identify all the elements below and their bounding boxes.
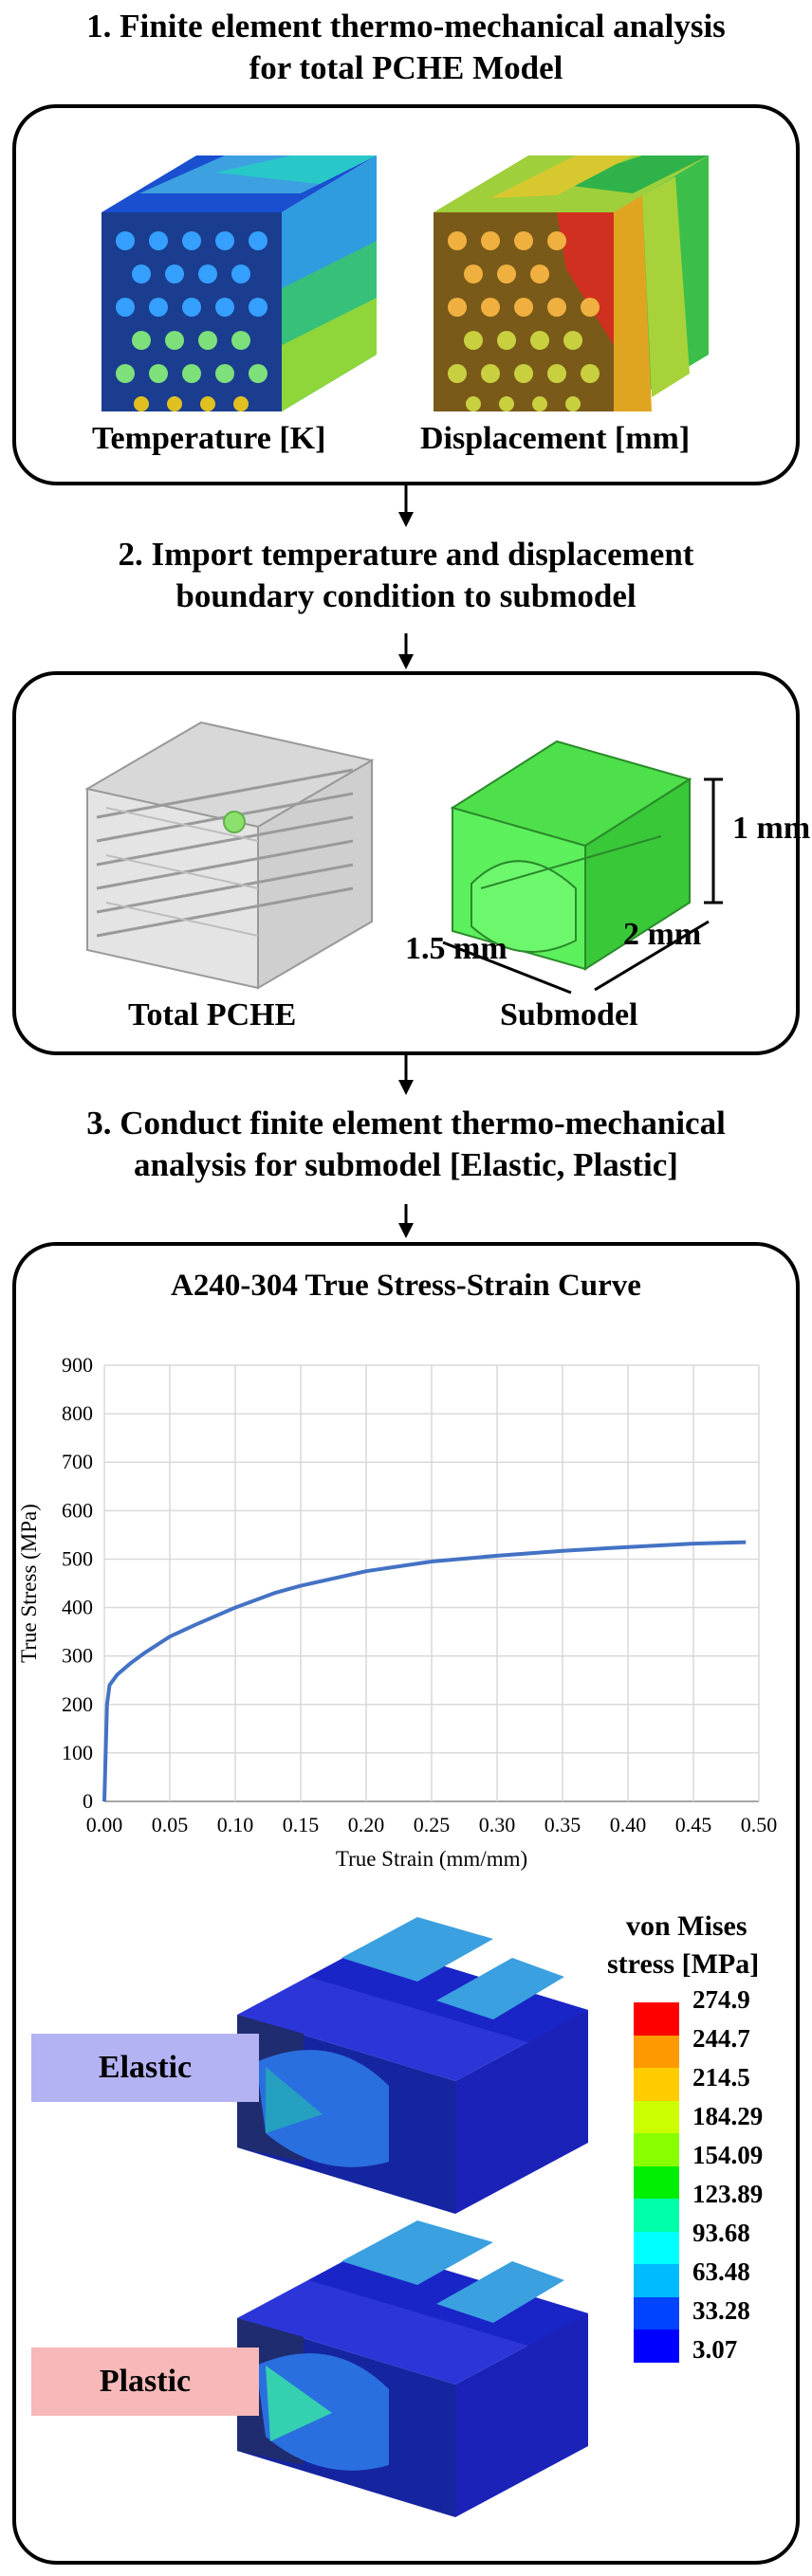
legend-color-swatch (634, 2133, 679, 2167)
y-tick-label: 700 (62, 1450, 93, 1473)
dim-height-label: 1 mm (732, 811, 811, 846)
legend-value-label: 214.5 (692, 2063, 750, 2092)
y-tick-label: 400 (62, 1596, 93, 1619)
dim-depth-label: 2 mm (623, 917, 702, 952)
step2-title-line2: boundary condition to submodel (175, 577, 637, 614)
legend-value-label: 244.7 (692, 2024, 750, 2053)
temperature-label: Temperature [K] (92, 421, 326, 456)
legend-values: 274.9 244.7 214.5 184.29 154.09 123.89 93.68 63… (692, 1985, 806, 2401)
step2-panel: 1 mm 1.5 mm 2 mm Total PCHE Submodel (12, 671, 810, 1055)
x-axis-label: True Strain (mm/mm) (336, 1847, 527, 1871)
x-tick-label: 0.15 (283, 1813, 320, 1836)
temperature-cube-image (102, 155, 377, 411)
legend-value-label: 3.07 (692, 2335, 738, 2364)
total-pche-model-image (84, 721, 375, 990)
legend-color-swatch (634, 2165, 679, 2200)
step1-panel: Temperature [K] Displacement [mm] (12, 104, 800, 485)
legend-color-swatch (634, 2068, 679, 2102)
legend-color-swatch (634, 2296, 679, 2330)
x-tick-label: 0.00 (86, 1813, 123, 1836)
legend-title-line1: von Mises (626, 1910, 747, 1942)
x-tick-label: 0.25 (414, 1813, 451, 1836)
arrow-down-icon (398, 485, 414, 527)
legend-color-swatch (634, 2002, 679, 2037)
stress-strain-series-line (102, 1540, 747, 1802)
step1-title-line2: for total PCHE Model (249, 49, 563, 86)
y-tick-label: 500 (62, 1546, 93, 1570)
y-tick-label: 300 (62, 1644, 93, 1668)
legend-color-swatch (634, 2199, 679, 2233)
step3-title-line2: analysis for submodel [Elastic, Plastic] (134, 1146, 678, 1183)
legend-value-label: 33.28 (692, 2296, 750, 2325)
plastic-badge: Plastic (31, 2348, 259, 2416)
step1-title-line1: 1. Finite element thermo-mechanical anal… (86, 8, 726, 45)
x-tick-label: 0.35 (544, 1813, 581, 1836)
total-pche-label: Total PCHE (128, 997, 297, 1032)
x-tick-label: 0.50 (741, 1813, 778, 1836)
y-tick-label: 600 (62, 1498, 93, 1522)
y-tick-label: 800 (62, 1401, 93, 1425)
legend-value-label: 63.48 (692, 2257, 750, 2286)
y-tick-label: 200 (62, 1692, 93, 1716)
stress-strain-chart: 0 100 200 300 400 500 600 700 800 900 0.00 0.05 0.10… (17, 1353, 778, 1871)
arrow-down-icon (398, 633, 414, 669)
x-tick-label: 0.20 (348, 1813, 385, 1836)
legend-value-label: 123.89 (692, 2180, 764, 2208)
x-tick-label: 0.45 (675, 1813, 712, 1836)
y-axis-label: True Stress (MPa) (17, 1504, 41, 1663)
y-tick-label: 100 (62, 1741, 93, 1764)
x-tick-label: 0.05 (152, 1813, 189, 1836)
y-tick-label: 0 (83, 1789, 93, 1813)
legend-color-swatch (634, 2231, 679, 2265)
arrow-down-icon (398, 1055, 414, 1095)
arrow-down-icon (398, 1204, 414, 1238)
legend-color-swatch (634, 2329, 679, 2364)
elastic-badge: Elastic (31, 2034, 259, 2102)
x-tick-label: 0.30 (479, 1813, 516, 1836)
legend-color-swatch (634, 2264, 679, 2298)
legend-color-swatch (634, 2100, 679, 2134)
legend-value-label: 274.9 (692, 1985, 750, 2014)
legend-color-bar (634, 2002, 679, 2364)
x-tick-label: 0.40 (610, 1813, 647, 1836)
y-tick-label: 900 (62, 1353, 93, 1377)
dim-width-label: 1.5 mm (405, 931, 508, 966)
legend-color-swatch (634, 2035, 679, 2069)
displacement-cube-image (434, 155, 709, 411)
legend-value-label: 184.29 (692, 2102, 764, 2130)
legend-value-label: 154.09 (692, 2141, 764, 2169)
x-tick-label: 0.10 (217, 1813, 254, 1836)
displacement-label: Displacement [mm] (420, 421, 691, 456)
submodel-label: Submodel (500, 997, 638, 1032)
legend-value-label: 93.68 (692, 2219, 750, 2247)
plastic-result-image (237, 2220, 588, 2517)
elastic-result-image (237, 1917, 588, 2214)
chart-title: A240-304 True Stress-Strain Curve (171, 1269, 641, 1303)
submodel-box-image (442, 740, 723, 995)
step2-title-line1: 2. Import temperature and displacement (118, 536, 694, 573)
legend-title-line2: stress [MPa] (607, 1948, 760, 1980)
step3-title-line1: 3. Conduct finite element thermo-mechani… (86, 1105, 726, 1142)
